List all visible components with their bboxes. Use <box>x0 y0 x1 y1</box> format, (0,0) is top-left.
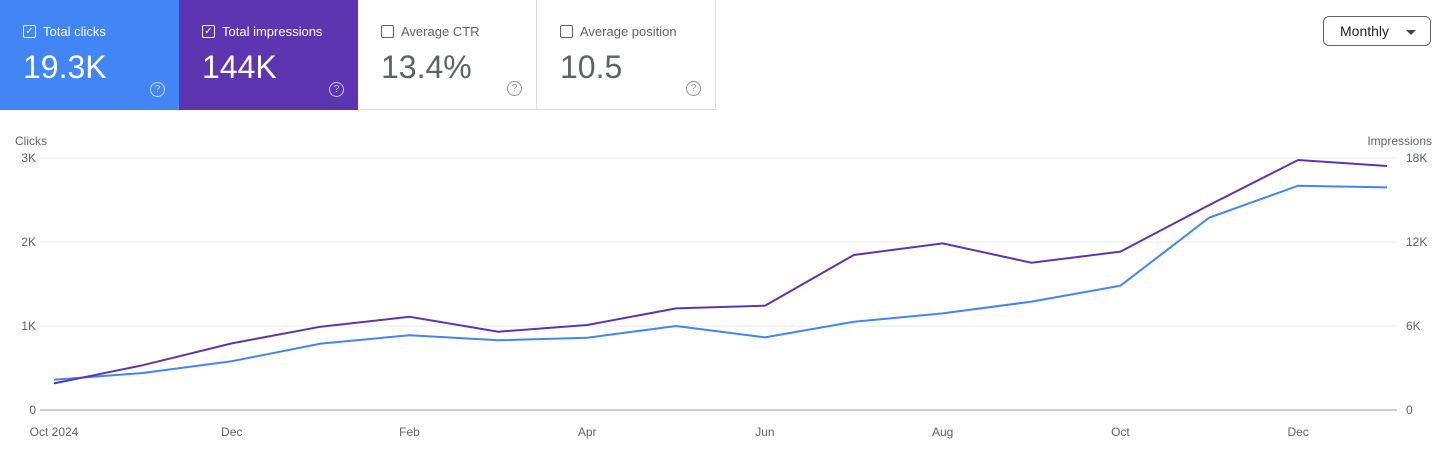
left-tick-label: 3K <box>21 151 36 165</box>
right-axis-label: Impressions <box>1367 134 1432 148</box>
x-tick-label: Feb <box>399 425 420 439</box>
checkbox-checked-icon[interactable]: ✓ <box>23 25 36 38</box>
total-impressions-card[interactable]: ✓ Total impressions 144K ? <box>179 0 358 110</box>
left-tick-label: 2K <box>21 235 36 249</box>
x-tick-label: Dec <box>221 425 242 439</box>
checkbox-unchecked-icon[interactable] <box>381 25 394 38</box>
card-label: Total impressions <box>222 24 323 39</box>
help-icon[interactable]: ? <box>329 82 344 97</box>
average-position-card[interactable]: Average position 10.5 ? <box>537 0 716 110</box>
x-tick-label: Jun <box>755 425 774 439</box>
checkbox-checked-icon[interactable]: ✓ <box>202 25 215 38</box>
help-icon[interactable]: ? <box>507 81 522 96</box>
x-tick-label: Dec <box>1287 425 1308 439</box>
right-tick-label: 0 <box>1406 403 1413 417</box>
caret-down-icon <box>1406 30 1416 35</box>
clicks-line <box>53 184 1388 381</box>
average-ctr-card[interactable]: Average CTR 13.4% ? <box>358 0 537 110</box>
x-tick-label: Oct 2024 <box>30 425 79 439</box>
left-axis-label: Clicks <box>15 134 47 148</box>
right-tick-label: 6K <box>1406 319 1421 333</box>
card-value: 19.3K <box>23 49 107 85</box>
card-value: 13.4% <box>381 49 472 85</box>
x-tick-label: Aug <box>932 425 953 439</box>
total-clicks-card[interactable]: ✓ Total clicks 19.3K ? <box>0 0 179 110</box>
x-tick-label: Oct <box>1111 425 1130 439</box>
left-tick-label: 0 <box>29 403 36 417</box>
card-value: 10.5 <box>560 49 623 85</box>
card-value: 144K <box>202 49 277 85</box>
help-icon[interactable]: ? <box>150 82 165 97</box>
right-tick-label: 18K <box>1406 151 1427 165</box>
card-label: Average CTR <box>401 24 480 39</box>
period-dropdown-value: Monthly <box>1340 23 1390 39</box>
card-label: Total clicks <box>43 24 106 39</box>
x-tick-label: Apr <box>578 425 597 439</box>
card-label: Average position <box>580 24 677 39</box>
checkbox-unchecked-icon[interactable] <box>560 25 573 38</box>
left-tick-label: 1K <box>21 319 36 333</box>
right-tick-label: 12K <box>1406 235 1427 249</box>
impressions-line <box>53 158 1388 385</box>
metric-cards: ✓ Total clicks 19.3K ? ✓ Total impressions… <box>0 0 716 110</box>
period-dropdown[interactable]: Monthly <box>1323 16 1431 46</box>
help-icon[interactable]: ? <box>686 81 701 96</box>
